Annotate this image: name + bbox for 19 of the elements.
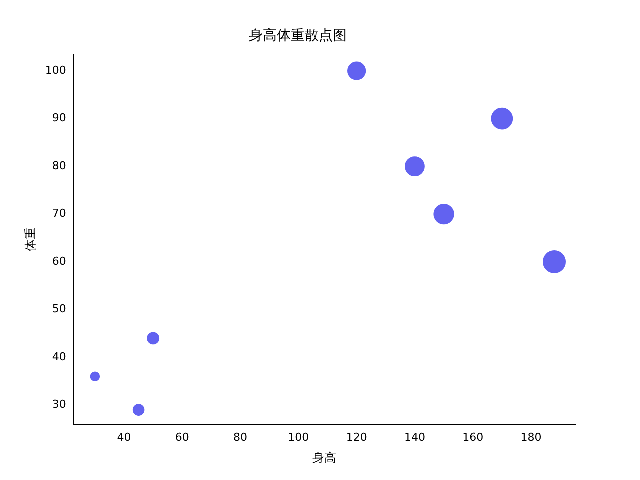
y-tick-label: 50 [52, 302, 66, 316]
x-tick-label: 40 [117, 430, 132, 444]
y-axis-title: 体重 [23, 228, 38, 252]
x-tick-label: 80 [234, 430, 248, 444]
x-tick-label: 180 [520, 430, 542, 444]
y-tick-label: 100 [45, 64, 66, 77]
y-tick-label: 70 [52, 207, 66, 220]
x-tick-label: 60 [175, 430, 190, 444]
chart-title: 身高体重散点图 [249, 28, 347, 44]
y-tick-label: 40 [52, 350, 66, 364]
x-tick-label: 160 [462, 430, 484, 444]
y-tick-label: 30 [52, 398, 66, 412]
y-tick-label: 80 [52, 159, 66, 172]
y-tick-label: 90 [52, 112, 66, 125]
x-axis-title: 身高 [312, 450, 337, 465]
x-tick-label: 120 [346, 430, 368, 444]
y-tick-label: 60 [52, 254, 66, 268]
x-tick-label: 100 [288, 430, 310, 444]
x-tick-label: 140 [404, 430, 426, 444]
